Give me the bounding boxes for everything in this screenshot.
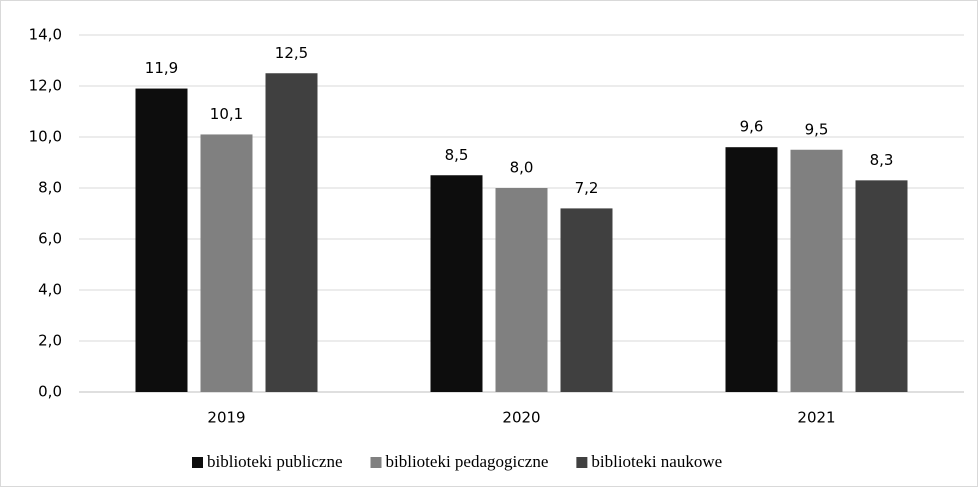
y-tick-label: 4,0 [38,281,62,299]
y-tick-label: 0,0 [38,383,62,401]
bar [200,134,253,392]
y-tick-label: 2,0 [38,332,62,350]
legend-label: biblioteki publiczne [207,452,343,471]
x-tick-label: 2019 [207,409,245,427]
bar [725,147,778,392]
y-tick-label: 12,0 [29,77,62,95]
legend-swatch [576,457,588,468]
data-label: 9,6 [740,118,764,136]
x-tick-label: 2020 [502,409,540,427]
data-label: 8,3 [870,151,894,169]
bar [495,188,548,392]
data-label: 7,2 [575,179,599,197]
legend-swatch [370,457,382,468]
bar [265,73,318,392]
data-label: 11,9 [145,59,178,77]
data-label: 9,5 [805,120,829,138]
bar [430,175,483,392]
legend-swatch [192,457,203,468]
data-label: 12,5 [275,44,308,62]
data-label: 8,0 [510,159,534,177]
bar [790,149,843,392]
x-tick-label: 2021 [797,409,835,427]
legend-label: biblioteki pedagogiczne [386,452,549,471]
y-tick-label: 8,0 [38,179,62,197]
y-tick-label: 14,0 [29,26,62,44]
data-label: 10,1 [210,105,243,123]
data-label: 8,5 [445,146,469,164]
bar [560,208,613,392]
y-tick-label: 10,0 [29,128,62,146]
y-tick-label: 6,0 [38,230,62,248]
bar [855,180,908,392]
legend-label: biblioteki naukowe [591,452,722,471]
bar [135,88,188,393]
